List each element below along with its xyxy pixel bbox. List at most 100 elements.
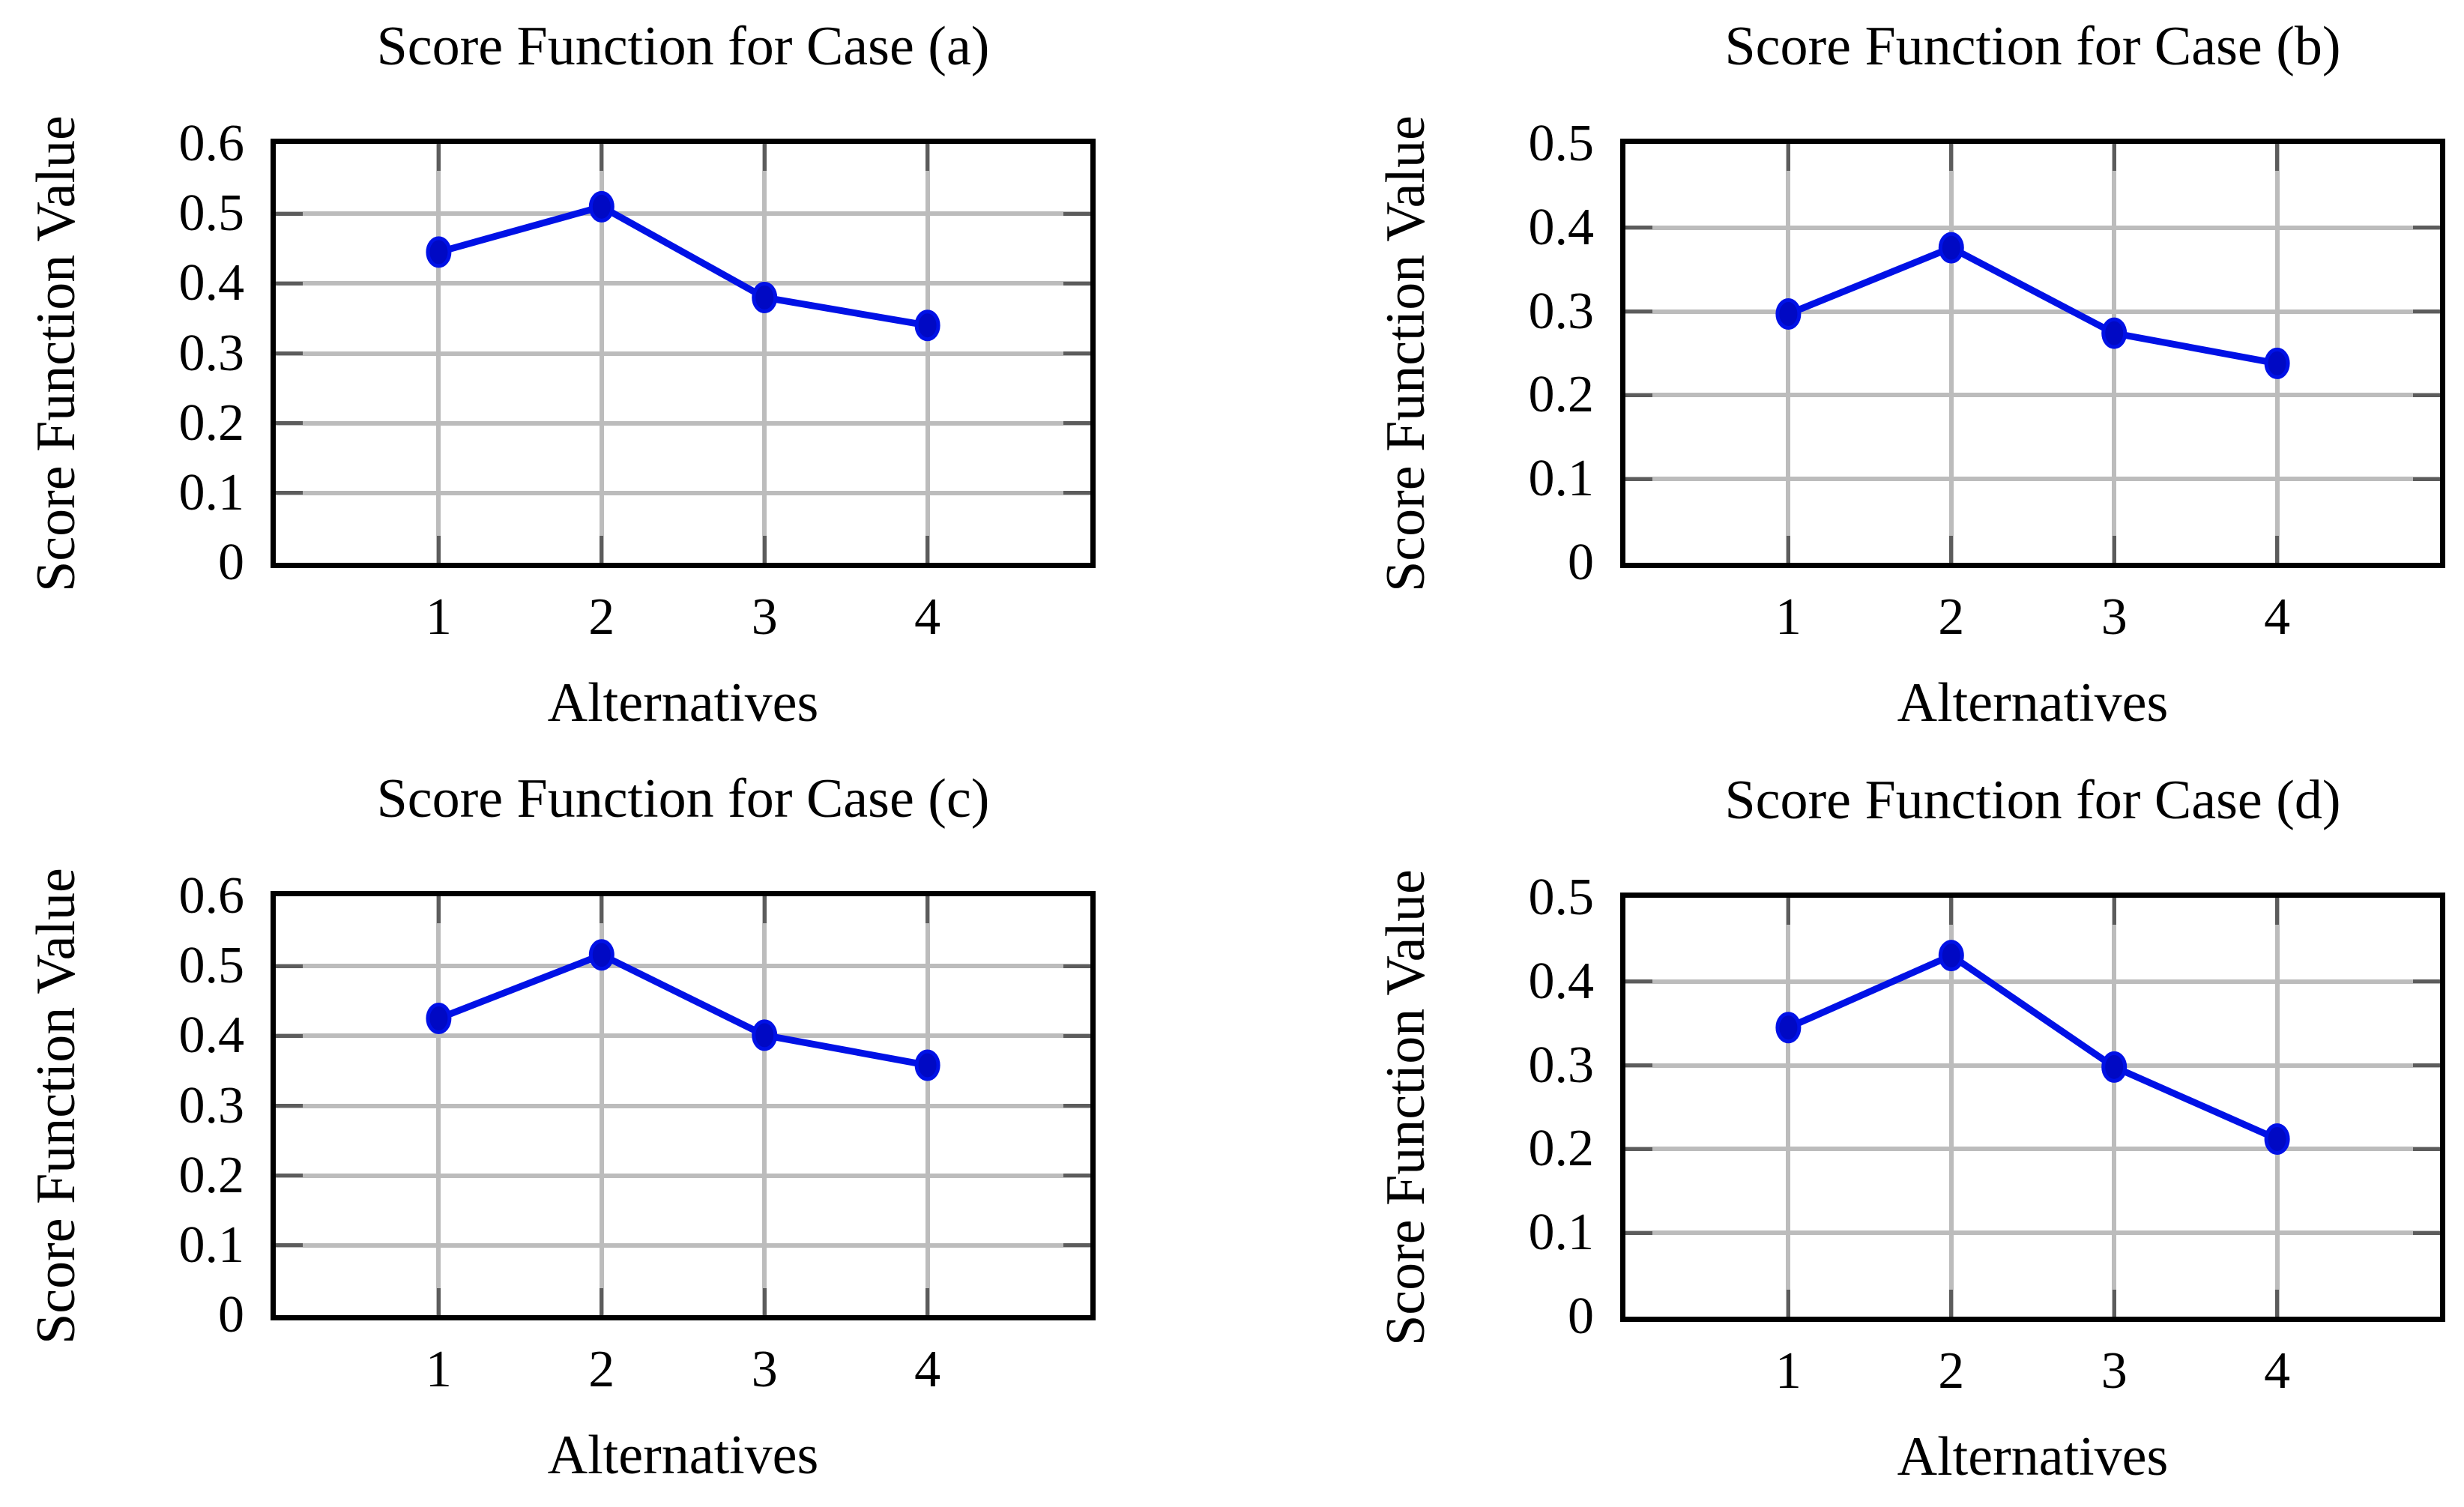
- plot-area: [271, 891, 1096, 1320]
- x-tick-label: 3: [2101, 588, 2128, 646]
- v-gridline: [436, 144, 441, 563]
- chart-title: Score Function for Case (d): [1724, 770, 2341, 831]
- x-tick-label: 4: [2264, 1342, 2291, 1400]
- y-tick-label: 0.3: [1528, 282, 1595, 340]
- x-tick-mark: [762, 1288, 767, 1315]
- h-gridline: [276, 281, 1090, 286]
- y-tick-mark: [1625, 979, 1652, 984]
- x-tick-mark: [1949, 1290, 1954, 1317]
- h-gridline: [1625, 309, 2440, 314]
- data-point-marker: [752, 281, 778, 313]
- h-gridline: [276, 1103, 1090, 1108]
- x-tick-mark: [1786, 536, 1790, 563]
- chart-case-d: Score Function for Case (d) Score Functi…: [1232, 754, 2464, 1507]
- x-tick-label: 2: [1938, 1342, 1965, 1400]
- data-point-marker: [2101, 1051, 2128, 1083]
- x-tick-mark: [2275, 898, 2280, 925]
- h-gridline: [276, 490, 1090, 495]
- y-tick-mark: [276, 1174, 303, 1178]
- y-tick-mark: [1063, 964, 1090, 968]
- x-tick-mark: [2112, 898, 2116, 925]
- y-tick-mark: [2413, 1063, 2440, 1068]
- x-tick-mark: [762, 144, 767, 171]
- v-gridline: [2274, 898, 2280, 1317]
- chart-title: Score Function for Case (a): [376, 16, 990, 77]
- data-point-marker: [914, 1049, 940, 1081]
- y-tick-mark: [1625, 1063, 1652, 1068]
- y-tick-label: 0.6: [178, 867, 245, 925]
- y-tick-mark: [1063, 1104, 1090, 1108]
- x-tick-mark: [925, 1288, 930, 1315]
- x-tick-mark: [2112, 1290, 2116, 1317]
- y-tick-label: 0: [1568, 1287, 1594, 1345]
- chart-case-b: Score Function for Case (b) Score Functi…: [1232, 0, 2464, 753]
- v-gridline: [1786, 144, 1791, 563]
- y-tick-mark: [1063, 421, 1090, 426]
- y-tick-label: 0.2: [1528, 366, 1595, 424]
- series-line: [1787, 952, 2279, 1143]
- v-gridline: [2112, 144, 2117, 563]
- y-tick-mark: [1625, 1147, 1652, 1151]
- chart-case-a: Score Function for Case (a) Score Functi…: [0, 0, 1232, 753]
- data-point-marker: [588, 939, 615, 971]
- y-tick-mark: [1063, 491, 1090, 495]
- plot-area: [1620, 139, 2445, 568]
- x-tick-label: 2: [588, 1341, 615, 1398]
- v-gridline: [762, 896, 767, 1315]
- data-point-marker: [2101, 317, 2128, 349]
- h-gridline: [1625, 477, 2440, 482]
- chart-title: Score Function for Case (c): [376, 768, 990, 830]
- y-tick-mark: [2413, 309, 2440, 314]
- y-tick-label: 0.5: [178, 184, 245, 243]
- y-tick-mark: [1063, 351, 1090, 355]
- data-point-marker: [1938, 940, 1964, 972]
- y-tick-mark: [276, 421, 303, 426]
- x-tick-mark: [1949, 144, 1954, 171]
- v-gridline: [1948, 898, 1954, 1317]
- x-tick-mark: [925, 536, 930, 563]
- x-tick-label: 4: [914, 588, 941, 646]
- data-point-marker: [1775, 298, 1802, 330]
- h-gridline: [1625, 1230, 2440, 1236]
- x-tick-label: 4: [2264, 588, 2291, 646]
- series-line: [437, 951, 928, 1069]
- x-tick-mark: [2275, 536, 2280, 563]
- v-gridline: [1786, 898, 1791, 1317]
- v-gridline: [2112, 898, 2117, 1317]
- v-gridline: [436, 896, 441, 1315]
- x-tick-label: 2: [1938, 588, 1965, 646]
- score-line-series: [426, 190, 940, 342]
- h-gridline: [1625, 979, 2440, 984]
- x-tick-mark: [436, 1288, 441, 1315]
- h-gridline: [1625, 1063, 2440, 1068]
- v-gridline: [925, 144, 930, 563]
- y-tick-mark: [2413, 226, 2440, 230]
- h-gridline: [276, 964, 1090, 969]
- data-point-marker: [426, 1003, 452, 1035]
- y-tick-label: 0.4: [1528, 198, 1595, 256]
- h-gridline: [276, 351, 1090, 356]
- y-tick-mark: [276, 964, 303, 968]
- v-gridline: [1948, 144, 1954, 563]
- x-tick-mark: [436, 536, 441, 563]
- chart-title: Score Function for Case (b): [1724, 16, 2341, 77]
- x-tick-label: 3: [2101, 1342, 2128, 1400]
- series-line: [1787, 244, 2278, 367]
- data-point-marker: [2264, 1123, 2290, 1155]
- y-tick-mark: [2413, 1147, 2440, 1151]
- plot-area: [1620, 893, 2445, 1322]
- x-tick-mark: [1949, 898, 1954, 925]
- y-tick-label: 0.2: [178, 1146, 245, 1204]
- y-tick-label: 0: [218, 534, 244, 591]
- y-tick-mark: [276, 1033, 303, 1038]
- x-tick-mark: [762, 536, 767, 563]
- x-tick-mark: [600, 896, 604, 923]
- h-gridline: [276, 420, 1090, 426]
- y-tick-label: 0.3: [178, 324, 245, 382]
- score-line-series: [1775, 940, 2290, 1155]
- x-tick-mark: [762, 896, 767, 923]
- data-point-marker: [1775, 1012, 1802, 1044]
- x-tick-mark: [925, 896, 930, 923]
- y-tick-label: 0.4: [1528, 952, 1595, 1010]
